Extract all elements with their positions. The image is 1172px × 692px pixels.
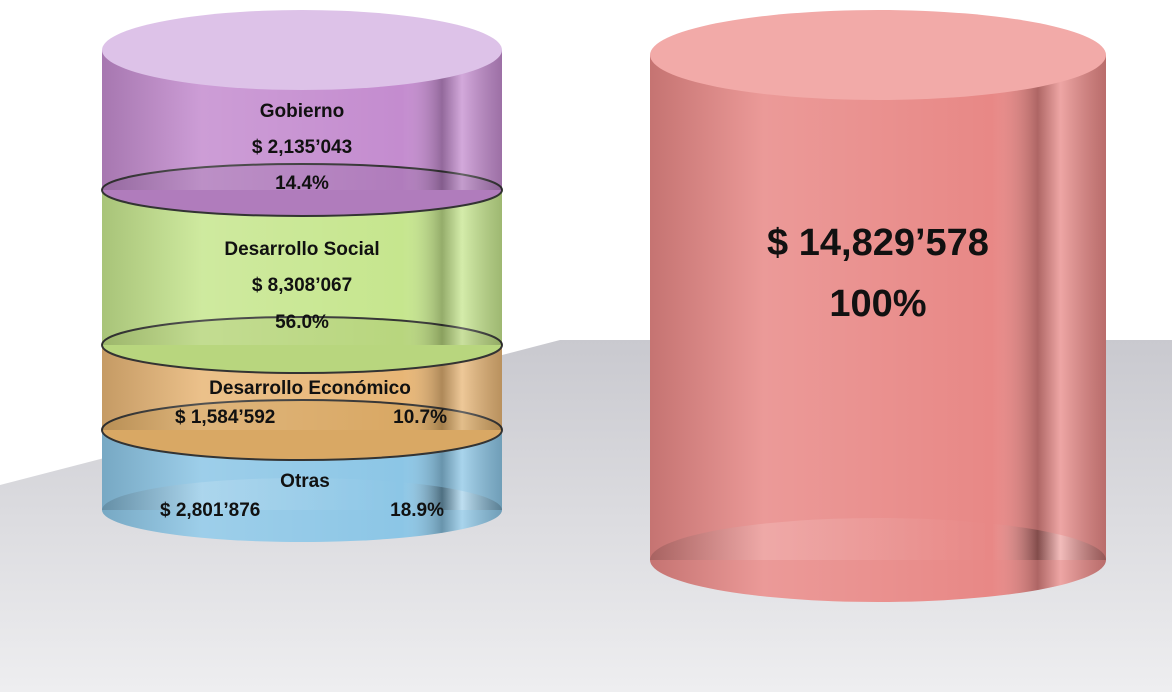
segment-label: Gobierno	[260, 101, 344, 122]
segment-label: Desarrollo Social	[224, 239, 379, 260]
segment-amount: $ 1,584’592	[175, 407, 275, 428]
segment-percent: 10.7%	[393, 407, 447, 428]
segment-label: Otras	[280, 471, 330, 492]
cylinder-total	[650, 10, 1106, 602]
total-percent: 100%	[829, 283, 926, 325]
cylinder-social	[101, 190, 503, 374]
segment-percent: 56.0%	[275, 312, 329, 333]
segment-label: Desarrollo Económico	[209, 378, 411, 399]
total-amount: $ 14,829’578	[767, 222, 989, 264]
segment-amount: $ 2,135’043	[252, 137, 352, 158]
segment-amount: $ 8,308’067	[252, 275, 352, 296]
cylinder-gobierno	[101, 10, 503, 217]
segment-amount: $ 2,801’876	[160, 500, 260, 521]
segment-percent: 18.9%	[390, 500, 444, 521]
segment-percent: 14.4%	[275, 173, 329, 194]
